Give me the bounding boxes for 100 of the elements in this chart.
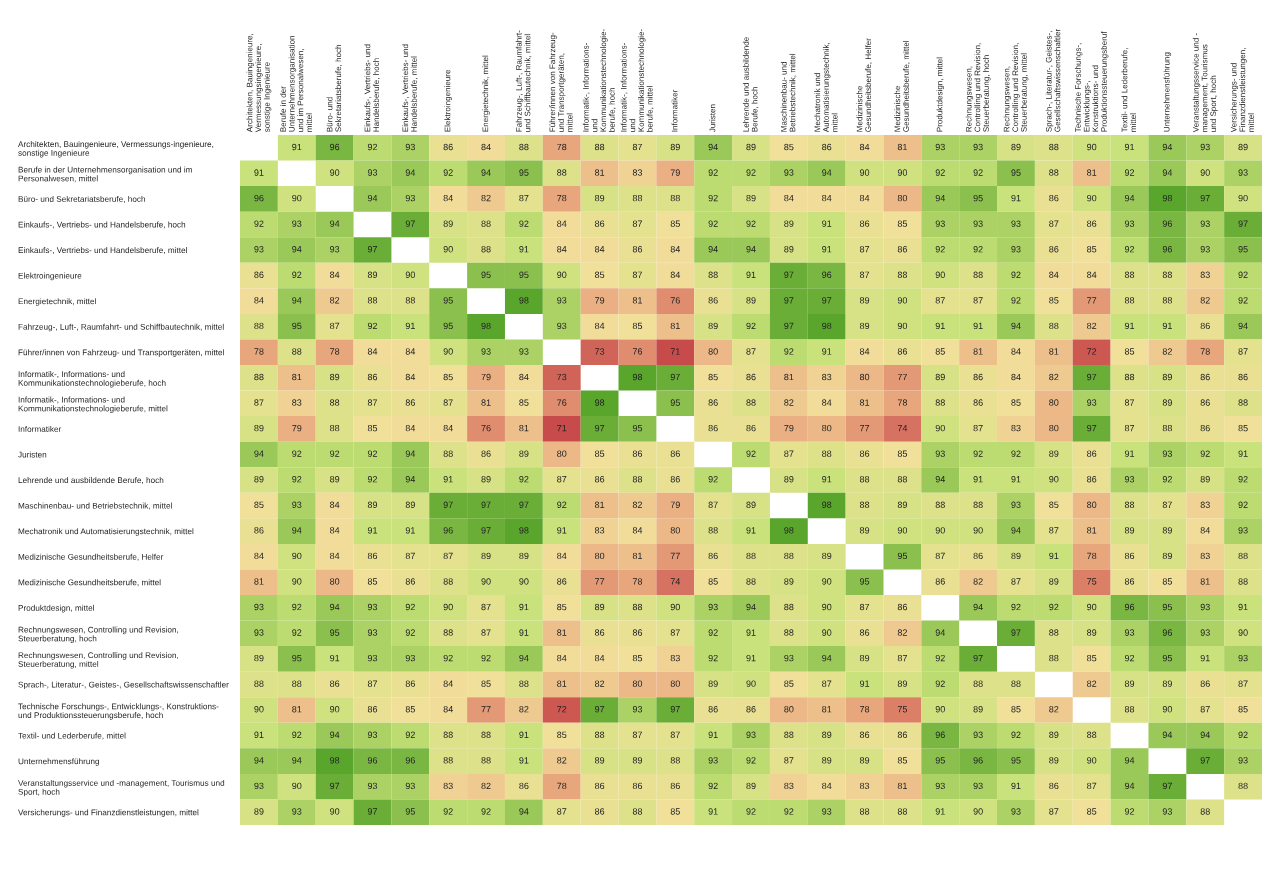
data-label: 97: [330, 782, 340, 790]
data-label: 91: [1011, 476, 1021, 483]
data-label: 89: [859, 757, 870, 764]
data-label: 83: [292, 399, 302, 406]
data-label: 93: [746, 731, 756, 738]
data-label: 96: [1162, 220, 1172, 227]
data-label: 95: [330, 629, 340, 636]
data-label: 81: [897, 143, 907, 151]
data-label: 91: [1162, 322, 1172, 330]
data-label: 72: [557, 706, 567, 713]
data-label: 85: [367, 424, 378, 432]
data-label: 87: [1238, 680, 1248, 687]
data-label: 91: [254, 731, 264, 738]
x-tick-label: Informatik-, Informations- und Kommunikationstechnologie- berufe, hoch: [582, 29, 616, 132]
data-label: 93: [1238, 654, 1248, 662]
data-label: 86: [1200, 373, 1210, 381]
data-label: 97: [1087, 424, 1097, 432]
data-label: 89: [784, 476, 794, 483]
data-label: 95: [443, 297, 453, 304]
data-label: 92: [367, 143, 378, 151]
data-label: 93: [708, 757, 718, 764]
x-tick-label: Textil- und Lederberufe, mittel: [1121, 48, 1137, 133]
data-label: 80: [1049, 424, 1059, 432]
data-label: 86: [594, 629, 605, 636]
data-label: 90: [330, 808, 340, 815]
data-label: 90: [1087, 194, 1097, 202]
y-tick-label: Architekten, Bauingenieure, Vermessungs-ingenieure, sonstige Ingenieure: [18, 140, 214, 158]
data-label: 86: [708, 424, 718, 432]
data-label: 89: [746, 143, 756, 151]
data-label: 88: [519, 143, 529, 151]
data-label: 89: [1124, 527, 1135, 534]
data-label: 90: [670, 603, 680, 611]
data-label: 89: [973, 706, 983, 713]
data-label: 94: [935, 629, 946, 636]
data-label: 98: [330, 757, 340, 764]
data-label: 84: [1011, 373, 1021, 381]
y-tick-label: Juristen: [18, 451, 47, 458]
data-label: 91: [519, 246, 529, 253]
data-label: 81: [292, 373, 302, 381]
data-label: 86: [330, 680, 340, 687]
data-label: 87: [557, 808, 567, 815]
data-label: 86: [897, 603, 908, 611]
data-label: 95: [973, 194, 983, 202]
data-label: 93: [292, 220, 302, 227]
data-label: 84: [822, 194, 832, 202]
data-label: 86: [973, 399, 983, 406]
data-label: 90: [292, 782, 302, 790]
data-label: 92: [443, 808, 453, 815]
data-label: 85: [1049, 297, 1059, 304]
data-label: 77: [897, 373, 907, 381]
data-label: 93: [1011, 808, 1021, 815]
data-label: 93: [254, 603, 264, 611]
data-label: 86: [859, 629, 870, 636]
data-label: 81: [897, 782, 907, 790]
data-label: 88: [708, 271, 718, 278]
data-label: 92: [405, 629, 415, 636]
data-label: 88: [632, 476, 643, 483]
data-label: 84: [557, 552, 567, 560]
data-label: 81: [594, 169, 605, 176]
data-label: 81: [632, 297, 643, 304]
y-tick-label: Informatik-, Informations- und Kommunikationstechnologieberufe, mittel: [18, 396, 168, 414]
data-label: 83: [443, 782, 453, 790]
data-label: 88: [481, 757, 491, 764]
data-label: 86: [1238, 373, 1248, 381]
x-tick-label: Architekten, Bauingenieure, Vermessungsingenieure, sonstige Ingenieure: [246, 33, 272, 133]
data-label: 92: [935, 169, 945, 176]
data-label: 94: [367, 194, 378, 202]
data-label: 93: [367, 654, 378, 662]
data-label: 84: [670, 246, 681, 253]
data-label: 93: [708, 603, 718, 611]
data-label: 90: [1087, 143, 1097, 151]
data-label: 84: [330, 501, 340, 508]
data-label: 86: [1200, 680, 1210, 687]
y-tick-label: Energietechnik, mittel: [18, 298, 96, 306]
data-label: 78: [1200, 348, 1210, 355]
data-label: 85: [443, 373, 453, 381]
data-label: 89: [254, 424, 264, 432]
data-label: 96: [254, 194, 264, 202]
y-tick-label: Versicherungs- und Finanzdienstleistungen, mittel: [18, 809, 199, 817]
data-label: 97: [670, 706, 680, 713]
data-label: 95: [1011, 757, 1021, 764]
data-label: 92: [519, 476, 529, 483]
y-tick-label: Rechnungswesen, Controlling und Revision, Steuerberatung, mittel: [18, 652, 179, 669]
data-label: 92: [1011, 603, 1021, 611]
data-label: 98: [481, 322, 491, 330]
data-label: 97: [481, 527, 491, 534]
data-label: 92: [708, 220, 718, 227]
data-label: 92: [292, 603, 302, 611]
y-tick-label: Elektroingenieure: [18, 272, 82, 281]
y-tick-label: Medizinische Gesundheitsberufe, Helfer: [18, 553, 164, 561]
data-label: 93: [367, 782, 378, 790]
data-label: 93: [254, 782, 264, 790]
data-label: 91: [822, 246, 832, 253]
data-label: 87: [1238, 348, 1248, 355]
data-label: 91: [519, 603, 529, 611]
data-label: 97: [670, 373, 680, 381]
data-label: 90: [897, 297, 908, 304]
data-label: 80: [897, 194, 908, 202]
data-label: 88: [1049, 654, 1059, 662]
data-label: 88: [443, 578, 453, 585]
